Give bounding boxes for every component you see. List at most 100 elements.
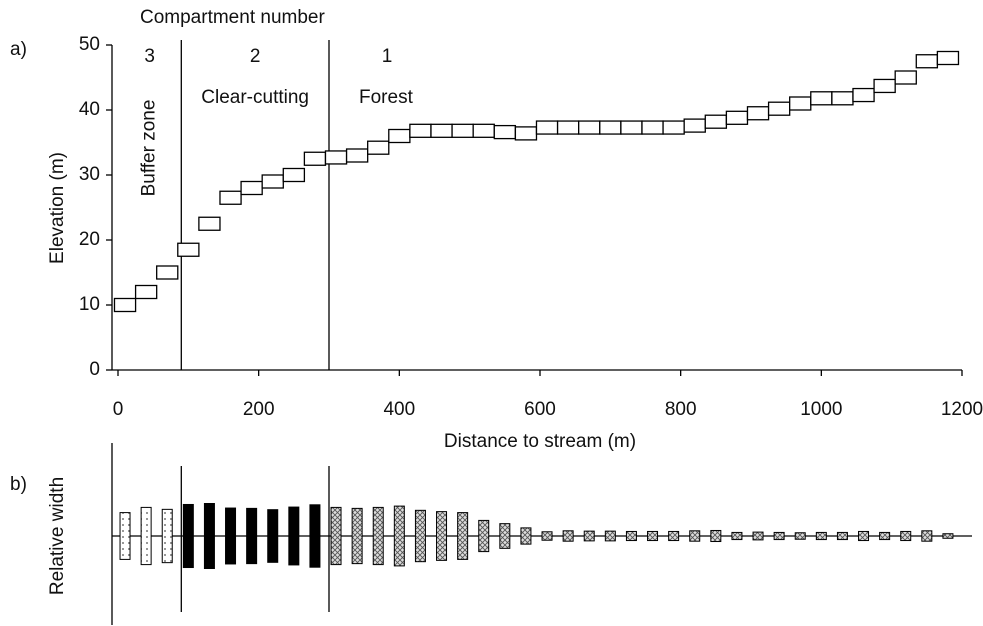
elevation-box: [873, 78, 896, 94]
y-tick-label: 10: [79, 294, 100, 315]
x-tick-label: 0: [113, 399, 124, 420]
width-bar: [140, 506, 152, 566]
elevation-box: [113, 297, 137, 313]
y-tick-label: 50: [79, 34, 100, 55]
compartment-label: Buffer zone: [139, 100, 160, 197]
y-axis-label: Relative width: [47, 477, 68, 595]
elevation-box: [683, 118, 706, 133]
compartment-label: Clear-cutting: [201, 87, 309, 108]
width-bar: [119, 512, 131, 560]
width-bar: [668, 530, 680, 542]
width-bar: [942, 533, 954, 539]
width-bar: [330, 506, 342, 566]
width-bar: [731, 531, 743, 541]
elevation-box: [556, 120, 580, 135]
width-bar: [858, 530, 870, 542]
width-bar: [815, 531, 827, 541]
elevation-box: [852, 87, 875, 103]
width-bar: [921, 530, 933, 542]
width-bar: [752, 531, 764, 541]
elevation-box: [409, 123, 432, 138]
elevation-box: [367, 140, 390, 155]
width-bar: [520, 527, 532, 545]
width-bar: [267, 509, 279, 563]
width-bar: [562, 530, 574, 542]
elevation-box: [282, 167, 306, 183]
width-bar: [879, 531, 891, 541]
y-tick-label: 30: [79, 164, 100, 185]
width-bar: [457, 512, 469, 560]
width-bar: [604, 530, 616, 542]
width-bar: [161, 508, 173, 564]
elevation-box: [535, 120, 559, 135]
width-bar: [794, 532, 806, 540]
x-tick-label: 800: [665, 399, 697, 420]
width-bar: [288, 506, 300, 566]
elevation-box: [493, 124, 517, 140]
panel-label: a): [10, 39, 27, 60]
x-tick-label: 600: [524, 399, 556, 420]
elevation-box: [324, 150, 348, 165]
y-axis-label: Elevation (m): [47, 152, 68, 264]
compartment-number: 2: [250, 46, 261, 67]
width-bar: [203, 503, 215, 569]
panel-label: b): [10, 474, 27, 495]
elevation-box: [620, 120, 643, 135]
elevation-box: [810, 91, 833, 106]
x-tick-label: 1200: [941, 399, 983, 420]
width-bar: [372, 506, 384, 566]
elevation-box: [156, 265, 179, 280]
width-bar: [436, 511, 448, 561]
width-bar: [246, 507, 258, 565]
elevation-box: [599, 120, 622, 135]
width-bar: [710, 529, 722, 543]
width-bar: [499, 523, 511, 549]
elevation-box: [388, 128, 411, 144]
elevation-box: [430, 123, 453, 138]
width-bar: [773, 531, 785, 541]
elevation-box: [704, 114, 728, 129]
width-bar: [414, 509, 426, 563]
y-tick-label: 20: [79, 229, 100, 250]
elevation-box: [303, 151, 327, 166]
elevation-box: [219, 190, 242, 205]
width-bar: [900, 530, 912, 542]
compartment-number: 3: [144, 46, 155, 67]
width-bar: [225, 507, 237, 565]
elevation-box: [767, 101, 791, 116]
width-bar: [583, 530, 595, 542]
elevation-box: [641, 120, 664, 135]
width-bar: [393, 505, 405, 567]
width-bar: [182, 503, 194, 569]
elevation-box: [240, 180, 263, 196]
x-tick-label: 1000: [800, 399, 842, 420]
elevation-box: [662, 120, 685, 135]
width-bar: [647, 530, 659, 542]
x-tick-label: 400: [383, 399, 415, 420]
elevation-box: [725, 110, 749, 125]
width-bar: [309, 504, 321, 568]
elevation-box: [789, 96, 812, 111]
elevation-box: [915, 54, 939, 69]
elevation-box: [177, 242, 200, 257]
elevation-box: [472, 123, 495, 138]
compartment-number: 1: [382, 46, 393, 67]
elevation-box: [894, 70, 917, 85]
width-bar: [836, 531, 848, 541]
elevation-box: [451, 123, 474, 138]
width-bar: [478, 519, 490, 553]
y-tick-label: 0: [89, 359, 100, 380]
elevation-box: [936, 50, 960, 66]
width-bar: [625, 530, 637, 542]
elevation-box: [514, 126, 538, 141]
width-bar: [541, 531, 553, 541]
compartment-label: Forest: [359, 87, 414, 108]
x-tick-label: 200: [243, 399, 275, 420]
elevation-box: [831, 91, 854, 106]
y-tick-label: 40: [79, 99, 100, 120]
elevation-box: [345, 148, 369, 163]
x-axis-label: Distance to stream (m): [444, 431, 636, 452]
elevation-box: [746, 106, 770, 121]
compartment-title: Compartment number: [140, 7, 325, 28]
